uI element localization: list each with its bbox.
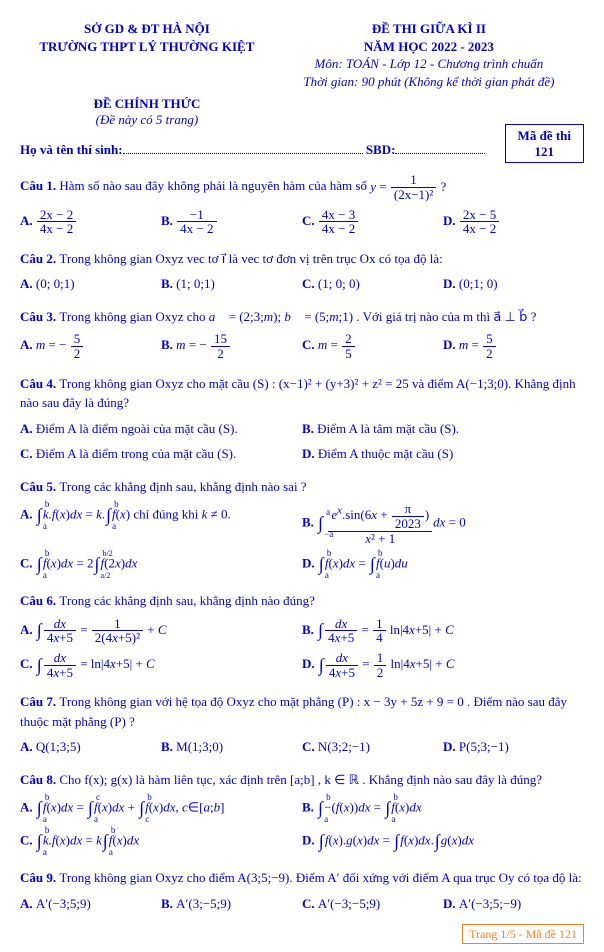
q4-d: D. Điểm A thuộc mặt cầu (S) [302,441,584,467]
q9-text: Trong không gian Oxyz cho điểm A(3;5;−9)… [59,870,581,885]
q4-c: C. Điểm A là điểm trong của mặt cầu (S). [20,441,302,467]
q1-a: A. 2x − 24x − 2 [20,205,161,239]
q5-a: A. ∫abk.f(x)dx = k.∫abf(x) chỉ đúng khi … [20,499,302,548]
q2-d: D. (0;1; 0) [443,271,584,297]
student-line: Họ và tên thí sinh: SBD: [20,142,584,158]
q1-d: D. 2x − 54x − 2 [443,205,584,239]
truong: TRƯỜNG THPT LÝ THƯỜNG KIỆT [20,38,274,56]
q5-b: B. ∫−aa ex.sin(6x + π2023)x² + 1dx = 0 [302,499,584,548]
q4-b: B. Điểm A là tâm mặt cầu (S). [302,416,584,442]
dechinh: ĐỀ CHÍNH THỨC [20,96,274,112]
q3: Câu 3. Trong không gian Oxyz cho a⃗ = (2… [20,307,584,364]
sbd-label: SBD: [366,142,396,157]
denay: (Đề này có 5 trang) [20,112,274,128]
q1-b: B. −14x − 2 [161,205,302,239]
q7: Câu 7. Trong không gian với hệ tọa độ Ox… [20,692,584,760]
q1: Câu 1. Hàm số nào sau đây không phải là … [20,173,584,239]
q5-text: Trong các khẳng định sau, khẳng định nào… [59,479,306,494]
dethi: ĐỀ THI GIỮA KÌ II [274,20,584,38]
q9: Câu 9. Trong không gian Oxyz cho điểm A(… [20,868,584,916]
q8-c: C. ∫abk.f(x)dx = k∫abf(x)dx [20,825,302,858]
ma-de-box: Mã đề thi 121 [505,124,584,163]
q4: Câu 4. Trong không gian Oxyz cho mặt cầu… [20,374,584,467]
q3-t1: Trong không gian Oxyz cho [59,309,208,324]
q8-a: A. ∫abf(x)dx = ∫acf(x)dx + ∫cbf(x)dx, c∈… [20,792,302,825]
q5-d: D. ∫abf(x)dx = ∫abf(u)du [302,548,584,581]
q1-label: Câu 1. [20,179,59,194]
q3-b: B. m = − 152 [161,329,302,363]
ma-de-label: Mã đề thi [518,128,571,144]
q9-a: A. A′(−3;5;9) [20,891,161,917]
ho-blank [123,153,363,154]
q8-b: B. ∫ab−(f(x))dx = ∫abf(x)dx [302,792,584,825]
q4-text: Trong không gian Oxyz cho mặt cầu (S) : … [20,376,576,411]
ho-label: Họ và tên thí sinh: [20,142,123,157]
q6-c: C. ∫dx4x+5 = ln|4x+5| + C [20,648,302,682]
page-footer: Trang 1/5 - Mã đề 121 [20,926,584,942]
header-left: SỞ GD & ĐT HÀ NỘI TRƯỜNG THPT LÝ THƯỜNG … [20,20,274,90]
q4-a: A. Điểm A là điểm ngoài của mặt cầu (S). [20,416,302,442]
q1-expr: y = 1(2x−1)² ? [370,179,446,194]
q2: Câu 2. Trong không gian Oxyz vec tơ i⃗ l… [20,249,584,297]
q7-b: B. M(1;3;0) [161,734,302,760]
mon: Môn: TOÁN - Lớp 12 - Chương trình chuẩn [274,55,584,73]
so: SỞ GD & ĐT HÀ NỘI [20,20,274,38]
q7-a: A. Q(1;3;5) [20,734,161,760]
q9-b: B. A′(3;−5;9) [161,891,302,917]
sbd-blank [395,153,485,154]
ma-de-num: 121 [518,144,571,160]
q3-c: C. m = 25 [302,329,443,363]
nam: NĂM HỌC 2022 - 2023 [274,38,584,56]
q3-a: A. m = − 52 [20,329,161,363]
q6-b: B. ∫dx4x+5 = 14 ln|4x+5| + C [302,614,584,648]
q3-t2: . Với giá trị nào của m thì a⃗ ⊥ b⃗ ? [356,309,536,324]
q2-b: B. (1; 0;1) [161,271,302,297]
q6-d: D. ∫dx4x+5 = 12 ln|4x+5| + C [302,648,584,682]
q8-d: D. ∫f(x).g(x)dx = ∫f(x)dx.∫g(x)dx [302,825,584,858]
q7-text: Trong không gian với hệ tọa độ Oxyz cho … [20,694,567,729]
q6-text: Trong các khẳng định sau, khẳng định nào… [59,593,315,608]
q3-d: D. m = 52 [443,329,584,363]
q2-text: Trong không gian Oxyz vec tơ i⃗ là vec t… [59,251,442,266]
header-right: ĐỀ THI GIỮA KÌ II NĂM HỌC 2022 - 2023 Mô… [274,20,584,90]
q1-text: Hàm số nào sau đây không phải là nguyên … [59,179,370,194]
q1-c: C. 4x − 34x − 2 [302,205,443,239]
q9-c: C. A′(−3;−5;9) [302,891,443,917]
q5: Câu 5. Trong các khẳng định sau, khẳng đ… [20,477,584,581]
q2-c: C. (1; 0; 0) [302,271,443,297]
q7-c: C. N(3;2;−1) [302,734,443,760]
tg: Thời gian: 90 phút (Không kể thời gian p… [274,73,584,91]
q6-a: A. ∫dx4x+5 = 12(4x+5)² + C [20,614,302,648]
q7-d: D. P(5;3;−1) [443,734,584,760]
page-indicator: Trang 1/5 - Mã đề 121 [462,924,584,944]
q8: Câu 8. Cho f(x); g(x) là hàm liên tục, x… [20,770,584,859]
q3-expr: a⃗ = (2;3;m); b⃗ = (5;m;1) [209,309,353,324]
q8-text: Cho f(x); g(x) là hàm liên tục, xác định… [59,772,542,787]
q2-a: A. (0; 0;1) [20,271,161,297]
q5-c: C. ∫abf(x)dx = 2∫a/2b/2f(2x)dx [20,548,302,581]
q6: Câu 6. Trong các khẳng định sau, khẳng đ… [20,591,584,682]
q9-d: D. A′(−3;5;−9) [443,891,584,917]
header: SỞ GD & ĐT HÀ NỘI TRƯỜNG THPT LÝ THƯỜNG … [20,20,584,90]
